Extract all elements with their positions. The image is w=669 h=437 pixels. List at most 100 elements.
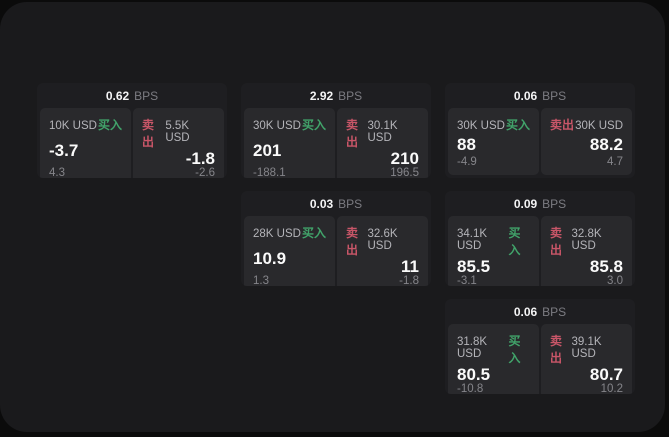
buy-sub-value: 4.3 [49, 167, 65, 178]
buy-panel[interactable]: 30K USD 买入 201 -188.1 [244, 108, 335, 178]
sell-amount: 5.5K USD [165, 120, 190, 144]
quote-card: 0.09 BPS 34.1K USD 买入 85.5 -3.1 卖出 32.8K… [445, 191, 635, 286]
buy-sub-value: -4.9 [457, 156, 477, 168]
buy-amount: 30K USD [457, 120, 505, 132]
sell-panel[interactable]: 卖出 32.6K USD 11 -1.8 [337, 216, 428, 286]
sell-price: -1.8 [185, 149, 215, 168]
buy-amount: 10K USD [49, 120, 97, 132]
buy-panel[interactable]: 34.1K USD 买入 85.5 -3.1 [448, 216, 539, 286]
sell-button[interactable]: 卖出 [346, 118, 359, 149]
sell-price: 85.8 [589, 257, 623, 276]
buy-price: 85.5 [457, 257, 491, 276]
sell-amount: 30.1K USD [367, 120, 398, 144]
quote-body: 30K USD 买入 201 -188.1 卖出 30.1K USD 210 1… [241, 108, 431, 178]
buy-button[interactable]: 买入 [301, 226, 326, 240]
spread-unit: BPS [542, 196, 567, 211]
spread-unit: BPS [338, 196, 363, 211]
buy-amount: 28K USD [253, 228, 301, 240]
buy-top-row: 10K USD 买入 [49, 116, 122, 133]
buy-price: -3.7 [49, 140, 79, 160]
spread-header: 2.92 BPS [241, 83, 431, 108]
sell-button[interactable]: 卖出 [550, 118, 575, 132]
sell-sub-value: 3.0 [607, 275, 623, 286]
buy-button[interactable]: 买入 [97, 118, 122, 132]
sell-top-row: 卖出 32.6K USD [346, 224, 419, 258]
quote-body: 10K USD 买入 -3.7 4.3 卖出 5.5K USD -1.8 -2.… [37, 108, 227, 178]
sell-amount: 32.8K USD [571, 228, 602, 252]
buy-panel[interactable]: 10K USD 买入 -3.7 4.3 [40, 108, 131, 178]
sell-top-row: 卖出 30.1K USD [346, 116, 419, 150]
sell-top-row: 卖出 39.1K USD [550, 332, 623, 366]
sell-sub-value: -2.6 [195, 167, 215, 178]
buy-top-row: 30K USD 买入 [253, 116, 326, 133]
sell-top-row: 卖出 30K USD [550, 116, 623, 133]
spread-value: 0.06 [513, 88, 538, 103]
buy-panel[interactable]: 30K USD 买入 88 -4.9 [448, 108, 539, 175]
spread-unit: BPS [134, 88, 159, 103]
buy-amount: 34.1K USD [457, 228, 488, 252]
buy-sub-value: -3.1 [457, 275, 477, 286]
sell-price: 210 [390, 149, 419, 168]
spread-header: 0.06 BPS [445, 299, 635, 324]
sell-button[interactable]: 卖出 [550, 226, 563, 257]
sell-amount: 32.6K USD [367, 228, 398, 252]
quote-body: 30K USD 买入 88 -4.9 卖出 30K USD 88.2 4.7 [445, 108, 635, 178]
spread-header: 0.62 BPS [37, 83, 227, 108]
sell-price: 11 [401, 257, 419, 276]
spread-value: 0.62 [105, 88, 130, 103]
spread-value: 0.03 [309, 196, 334, 211]
buy-panel[interactable]: 28K USD 买入 10.9 1.3 [244, 216, 335, 286]
buy-price: 80.5 [457, 365, 491, 384]
spread-header: 0.06 BPS [445, 83, 635, 108]
sell-panel[interactable]: 卖出 39.1K USD 80.7 10.2 [541, 324, 632, 394]
quote-card: 0.06 BPS 30K USD 买入 88 -4.9 卖出 30K USD [445, 83, 635, 178]
buy-panel[interactable]: 31.8K USD 买入 80.5 -10.8 [448, 324, 539, 394]
sell-button[interactable]: 卖出 [346, 226, 359, 257]
sell-sub-value: 196.5 [390, 167, 419, 178]
sell-panel[interactable]: 卖出 32.8K USD 85.8 3.0 [541, 216, 632, 286]
buy-amount: 30K USD [253, 120, 301, 132]
buy-top-row: 28K USD 买入 [253, 224, 326, 241]
buy-sub-value: -188.1 [253, 167, 286, 178]
buy-price: 88 [457, 135, 476, 154]
sell-top-row: 卖出 5.5K USD [142, 116, 215, 150]
sell-sub-value: 4.7 [607, 156, 623, 168]
quote-card: 0.03 BPS 28K USD 买入 10.9 1.3 卖出 32.6K US… [241, 191, 431, 286]
buy-button[interactable]: 买入 [508, 226, 521, 257]
quotes-grid: 0.62 BPS 10K USD 买入 -3.7 4.3 卖出 5.5K USD [37, 83, 635, 394]
buy-button[interactable]: 买入 [301, 118, 326, 132]
sell-amount: 39.1K USD [571, 336, 602, 360]
spread-value: 0.06 [513, 304, 538, 319]
buy-button[interactable]: 买入 [505, 118, 530, 132]
sell-panel[interactable]: 卖出 30K USD 88.2 4.7 [541, 108, 632, 175]
spread-header: 0.09 BPS [445, 191, 635, 216]
sell-panel[interactable]: 卖出 5.5K USD -1.8 -2.6 [133, 108, 224, 178]
buy-price: 201 [253, 140, 282, 160]
app-background: 0.62 BPS 10K USD 买入 -3.7 4.3 卖出 5.5K USD [0, 2, 665, 432]
buy-sub-value: 1.3 [253, 275, 269, 286]
buy-top-row: 30K USD 买入 [457, 116, 530, 133]
spread-header: 0.03 BPS [241, 191, 431, 216]
sell-sub-value: 10.2 [600, 383, 623, 394]
spread-value: 0.09 [513, 196, 538, 211]
buy-top-row: 34.1K USD 买入 [457, 224, 530, 258]
quote-card: 0.06 BPS 31.8K USD 买入 80.5 -10.8 卖出 39.1… [445, 299, 635, 394]
quote-card: 0.62 BPS 10K USD 买入 -3.7 4.3 卖出 5.5K USD [37, 83, 227, 178]
sell-button[interactable]: 卖出 [550, 334, 563, 365]
sell-price: 88.2 [589, 135, 623, 154]
buy-price: 10.9 [253, 248, 287, 268]
quote-body: 31.8K USD 买入 80.5 -10.8 卖出 39.1K USD 80.… [445, 324, 635, 394]
quote-body: 34.1K USD 买入 85.5 -3.1 卖出 32.8K USD 85.8… [445, 216, 635, 286]
spread-value: 2.92 [309, 88, 334, 103]
buy-button[interactable]: 买入 [508, 334, 521, 365]
buy-top-row: 31.8K USD 买入 [457, 332, 530, 366]
sell-sub-value: -1.8 [399, 275, 419, 286]
buy-sub-value: -10.8 [457, 383, 484, 394]
sell-top-row: 卖出 32.8K USD [550, 224, 623, 258]
spread-unit: BPS [338, 88, 363, 103]
sell-button[interactable]: 卖出 [142, 118, 155, 149]
sell-panel[interactable]: 卖出 30.1K USD 210 196.5 [337, 108, 428, 178]
quote-body: 28K USD 买入 10.9 1.3 卖出 32.6K USD 11 -1.8 [241, 216, 431, 286]
spread-unit: BPS [542, 88, 567, 103]
spread-unit: BPS [542, 304, 567, 319]
